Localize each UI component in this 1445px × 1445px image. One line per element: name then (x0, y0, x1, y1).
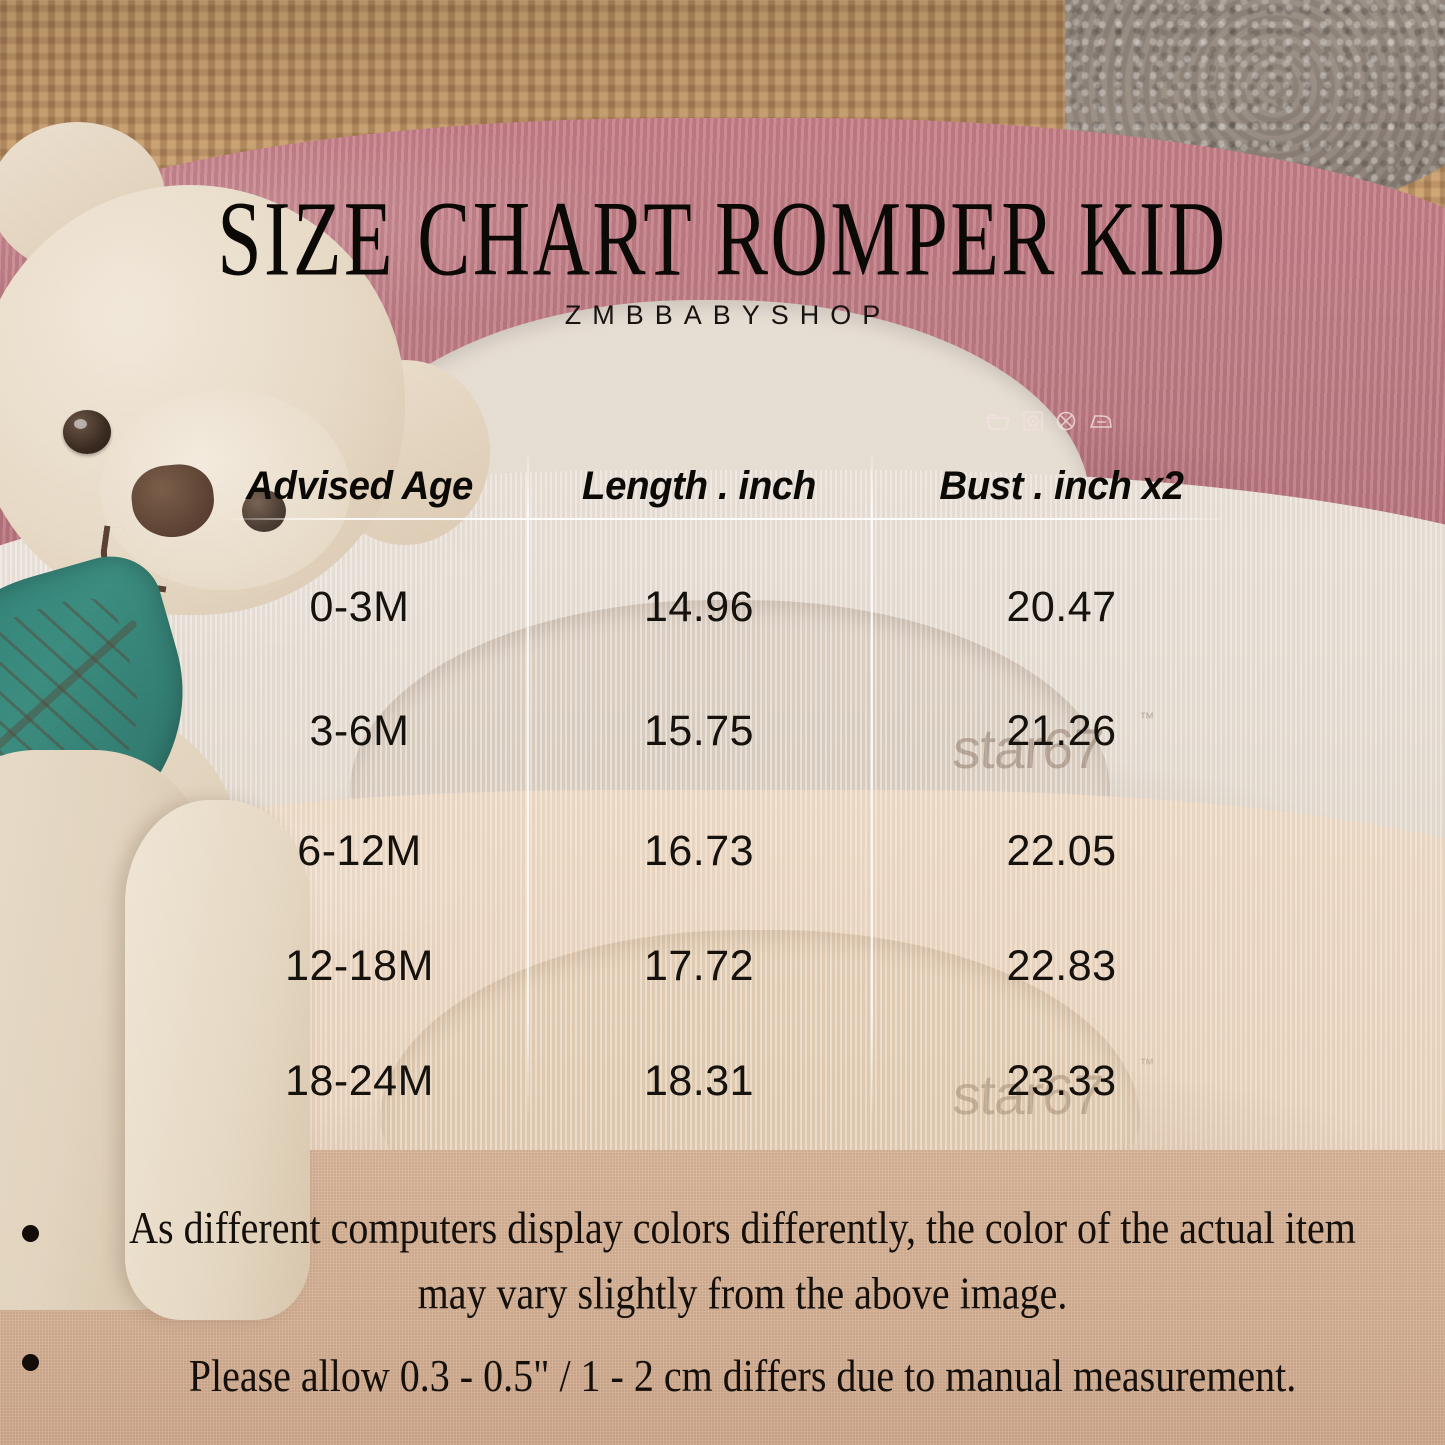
cell-age: 3-6M (309, 706, 410, 755)
tumble-dry-icon (1023, 411, 1043, 431)
care-symbols-group (985, 408, 1115, 434)
header-divider-line (231, 518, 1221, 520)
bullet-icon (22, 1225, 39, 1242)
do-not-bleach-icon (1056, 411, 1076, 431)
iron-icon (1089, 415, 1112, 428)
column-header-bust: Bust . inch x2 (939, 464, 1184, 508)
table-row: 18-24M 18.31 23.33 (192, 1051, 1252, 1111)
cell-length: 17.72 (643, 941, 755, 990)
cell-age: 6-12M (297, 826, 422, 875)
cell-length: 18.31 (643, 1056, 755, 1105)
column-header-length: Length . inch (582, 464, 816, 508)
table-row: 3-6M 15.75 21.26 (192, 701, 1252, 761)
cell-length: 15.75 (643, 706, 755, 755)
column-divider-right (871, 455, 873, 1115)
cell-age: 18-24M (285, 1056, 434, 1105)
column-divider-left (527, 455, 529, 1115)
cell-length: 16.73 (643, 826, 755, 875)
bullet-icon (22, 1354, 39, 1371)
page-title: SIZE CHART ROMPER KID (217, 179, 1228, 298)
shop-name-subtitle: ZMBBABYSHOP (564, 300, 892, 330)
cell-age: 12-18M (285, 941, 434, 990)
cell-bust: 22.05 (1006, 826, 1117, 875)
cell-age: 0-3M (309, 582, 410, 631)
table-row: 0-3M 14.96 20.47 (192, 577, 1252, 637)
bear-right-arm (125, 800, 310, 1320)
column-header-advised-age: Advised Age (246, 464, 473, 508)
crochet-teddy-bear (0, 60, 510, 1320)
cell-bust: 20.47 (1006, 582, 1117, 631)
table-row: 12-18M 17.72 22.83 (192, 936, 1252, 996)
disclaimer-measurement-note: Please allow 0.3 - 0.5" / 1 - 2 cm diffe… (188, 1349, 1297, 1402)
cell-bust: 21.26 (1006, 706, 1117, 755)
cell-length: 14.96 (643, 582, 755, 631)
cell-bust: 23.33 (1006, 1056, 1117, 1105)
wash-tub-icon (985, 414, 1011, 430)
footer-notes: As different computers display colors di… (0, 1196, 1445, 1401)
bear-left-eye (63, 410, 111, 454)
table-header-row: Advised Age Length . inch Bust . inch x2 (192, 464, 1252, 516)
cell-bust: 22.83 (1006, 941, 1117, 990)
disclaimer-color-note: As different computers display colors di… (129, 1201, 1356, 1319)
table-row: 6-12M 16.73 22.05 (192, 821, 1252, 881)
bear-right-eye (242, 490, 286, 532)
